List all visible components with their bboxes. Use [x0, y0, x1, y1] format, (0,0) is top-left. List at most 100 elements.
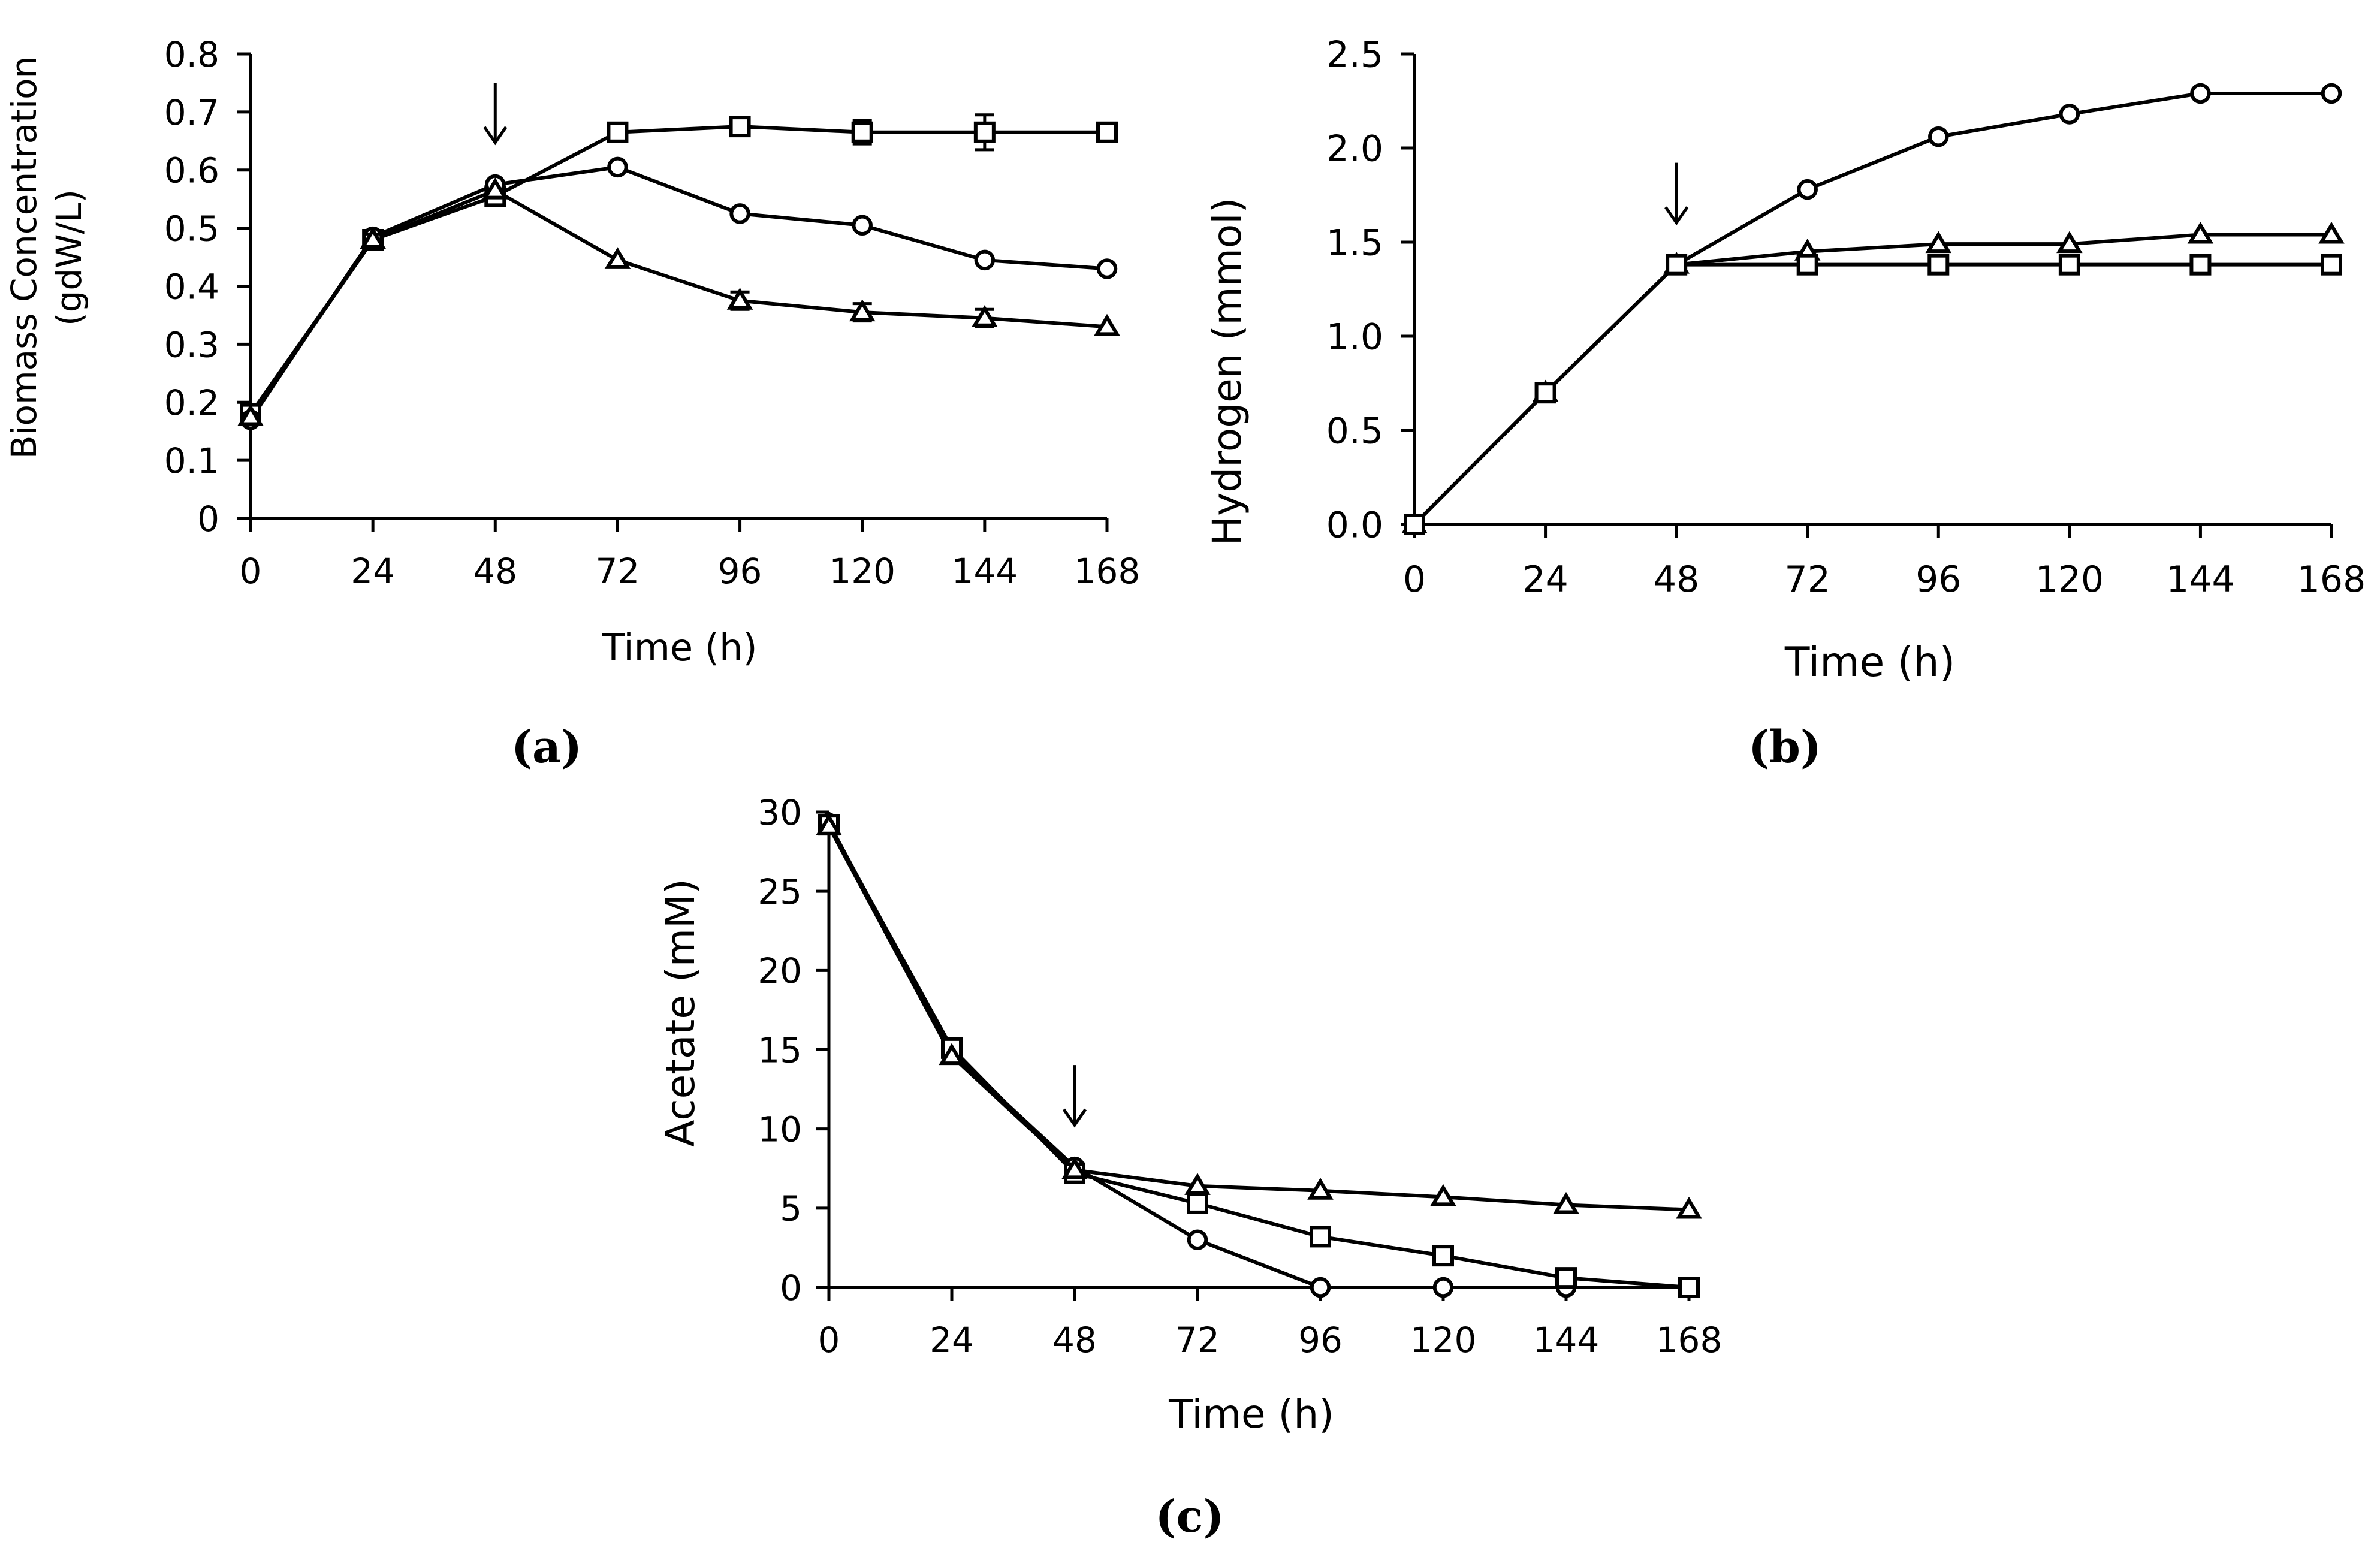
- data-point-triangle: [1925, 231, 1952, 254]
- data-point-square: [607, 121, 629, 143]
- x-tick-label: 168: [2297, 559, 2366, 601]
- data-point-square: [2058, 254, 2080, 276]
- series-line-circle: [249, 165, 1108, 421]
- series-line-triangle: [827, 825, 1690, 1212]
- x-tick-label: 120: [1410, 1320, 1477, 1360]
- y-tick-label: 0.3: [164, 324, 219, 365]
- data-point-square: [1666, 254, 1688, 276]
- data-point-circle: [1187, 1229, 1208, 1250]
- x-tick-label: 48: [1654, 559, 1699, 601]
- y-tick-label: 0: [780, 1268, 802, 1308]
- y-axis-label-c: Acetate (mM): [657, 879, 704, 1146]
- x-tick-label: 0: [240, 551, 262, 592]
- x-tick-label: 24: [1522, 559, 1568, 601]
- x-tick-label: 120: [829, 551, 895, 592]
- data-point-triangle: [726, 288, 753, 310]
- data-point-triangle: [849, 299, 876, 322]
- data-point-square: [2189, 254, 2212, 276]
- data-point-circle: [2059, 104, 2080, 125]
- data-point-circle: [1310, 1277, 1331, 1298]
- y-tick-label: 2.0: [1326, 128, 1383, 170]
- y-axis-label-a-line2: (gdW/L): [49, 189, 89, 326]
- y-tick-label: 0.1: [164, 440, 219, 481]
- y-axis-label-a-line1: Biomass Concentration: [4, 56, 44, 460]
- y-tick-label: 20: [758, 951, 802, 991]
- arrow-annotation-head: [1664, 206, 1689, 226]
- data-point-square: [973, 121, 996, 143]
- data-point-square: [1927, 254, 1950, 276]
- data-point-triangle: [2056, 231, 2083, 254]
- x-tick-label: 96: [718, 551, 762, 592]
- x-axis-label-a: Time (h): [601, 626, 757, 669]
- x-tick-label: 24: [351, 551, 395, 592]
- series-line-triangle: [249, 188, 1108, 418]
- y-tick-label: 30: [758, 792, 802, 833]
- data-point-triangle: [1430, 1184, 1456, 1206]
- y-tick-label: 1.5: [1326, 222, 1383, 264]
- data-point-triangle: [1307, 1178, 1334, 1200]
- data-point-triangle: [1553, 1191, 1579, 1214]
- x-tick-label: 72: [1175, 1320, 1220, 1360]
- x-tick-label: 72: [596, 551, 640, 592]
- arrow-annotation-head: [483, 126, 508, 146]
- data-point-square: [1796, 254, 1818, 276]
- data-point-triangle: [237, 403, 264, 426]
- x-tick-label: 168: [1656, 1320, 1723, 1360]
- x-tick-label: 144: [1533, 1320, 1600, 1360]
- series-line-triangle: [1413, 233, 2331, 526]
- x-tick-label: 144: [951, 551, 1018, 592]
- data-point-triangle: [1094, 313, 1120, 336]
- x-tick-label: 144: [2166, 559, 2235, 601]
- data-point-circle: [1432, 1277, 1454, 1298]
- y-axis-label-a: Biomass Concentration (gdW/L): [4, 56, 89, 460]
- data-point-triangle: [482, 177, 509, 200]
- y-tick-label: 0: [197, 499, 219, 539]
- y-tick-label: 5: [780, 1188, 802, 1229]
- data-point-triangle: [2187, 221, 2214, 244]
- data-point-circle: [974, 249, 996, 271]
- data-point-square: [851, 121, 873, 143]
- data-point-circle: [1096, 258, 1118, 279]
- x-tick-label: 0: [1403, 559, 1426, 601]
- data-point-square: [1310, 1226, 1331, 1248]
- data-point-triangle: [604, 247, 631, 269]
- data-point-circle: [1928, 126, 1949, 147]
- y-axis-label-b-line1: Hydrogen (mmol): [1204, 198, 1250, 546]
- data-point-square: [1404, 514, 1425, 535]
- data-point-circle: [2321, 83, 2342, 104]
- series-line-square: [1413, 262, 2331, 526]
- y-tick-label: 0.4: [164, 266, 219, 307]
- panel-label-c: (c): [1155, 1491, 1224, 1543]
- data-point-square: [1534, 382, 1556, 404]
- chart-panel-b: Hydrogen (mmol) Time (h) (b) 0.0 0.5 1.0 1.…: [1204, 34, 2366, 773]
- data-point-circle: [2190, 83, 2211, 104]
- data-point-triangle: [816, 813, 842, 835]
- data-point-square: [1555, 1267, 1577, 1289]
- x-axis-label-b: Time (h): [1784, 639, 1955, 686]
- data-point-triangle: [1676, 1196, 1702, 1219]
- data-point-square: [2321, 254, 2342, 276]
- data-point-triangle: [972, 305, 998, 327]
- series-line-circle: [827, 822, 1689, 1289]
- y-tick-label: 0.5: [1326, 411, 1383, 452]
- data-point-triangle: [2318, 221, 2345, 244]
- data-point-circle: [729, 203, 750, 224]
- x-tick-label: 96: [1298, 1320, 1343, 1360]
- chart-panel-c: Acetate (mM) Time (h) (c) 0 5 10 15 20 25 30 0 2…: [657, 792, 1722, 1543]
- chart-panel-a: Biomass Concentration (gdW/L) Time (h) (…: [4, 34, 1140, 773]
- x-tick-label: 72: [1785, 559, 1830, 601]
- y-tick-label: 0.2: [164, 382, 219, 423]
- y-axis-label-b: Hydrogen (mmol): [1204, 198, 1250, 546]
- x-tick-label: 96: [1916, 559, 1961, 601]
- x-tick-label: 0: [818, 1320, 840, 1360]
- y-axis-label-c-line1: Acetate (mM): [657, 879, 704, 1146]
- panel-label-a: (a): [511, 722, 582, 773]
- y-tick-label: 0.5: [164, 209, 219, 249]
- y-tick-label: 2.5: [1326, 34, 1383, 76]
- x-tick-label: 48: [1052, 1320, 1097, 1360]
- data-point-triangle: [939, 1043, 965, 1066]
- y-tick-label: 1.0: [1326, 316, 1383, 358]
- y-tick-label: 10: [758, 1109, 802, 1150]
- y-tick-label: 0.7: [164, 92, 219, 133]
